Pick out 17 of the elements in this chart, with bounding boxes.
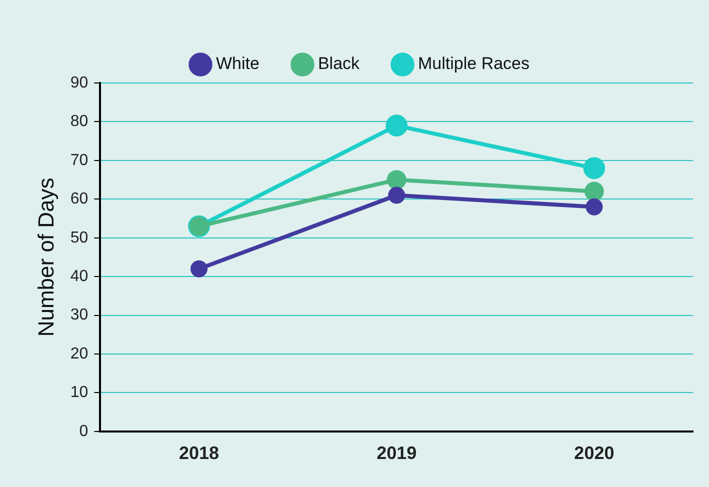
x-tick-label: 2019 bbox=[376, 443, 417, 464]
y-axis-title: Number of Days bbox=[33, 178, 58, 337]
legend-label: White bbox=[216, 54, 260, 74]
y-tick-label: 0 bbox=[79, 422, 88, 440]
y-tick-label: 20 bbox=[70, 345, 88, 362]
y-tick-label: 30 bbox=[70, 306, 88, 324]
y-tick-label: 50 bbox=[70, 229, 88, 246]
y-tick-label: 40 bbox=[70, 268, 88, 285]
y-tick-label: 10 bbox=[70, 384, 88, 402]
y-tick-label: 90 bbox=[70, 74, 88, 92]
y-tick-label: 60 bbox=[70, 190, 88, 208]
y-tick-label: 70 bbox=[70, 152, 88, 169]
x-tick-label: 2018 bbox=[178, 443, 220, 464]
legend-label: Black bbox=[318, 54, 360, 74]
legend-label: Multiple Races bbox=[418, 54, 530, 74]
y-tick-label: 80 bbox=[70, 113, 88, 130]
x-tick-label: 2020 bbox=[574, 443, 614, 464]
